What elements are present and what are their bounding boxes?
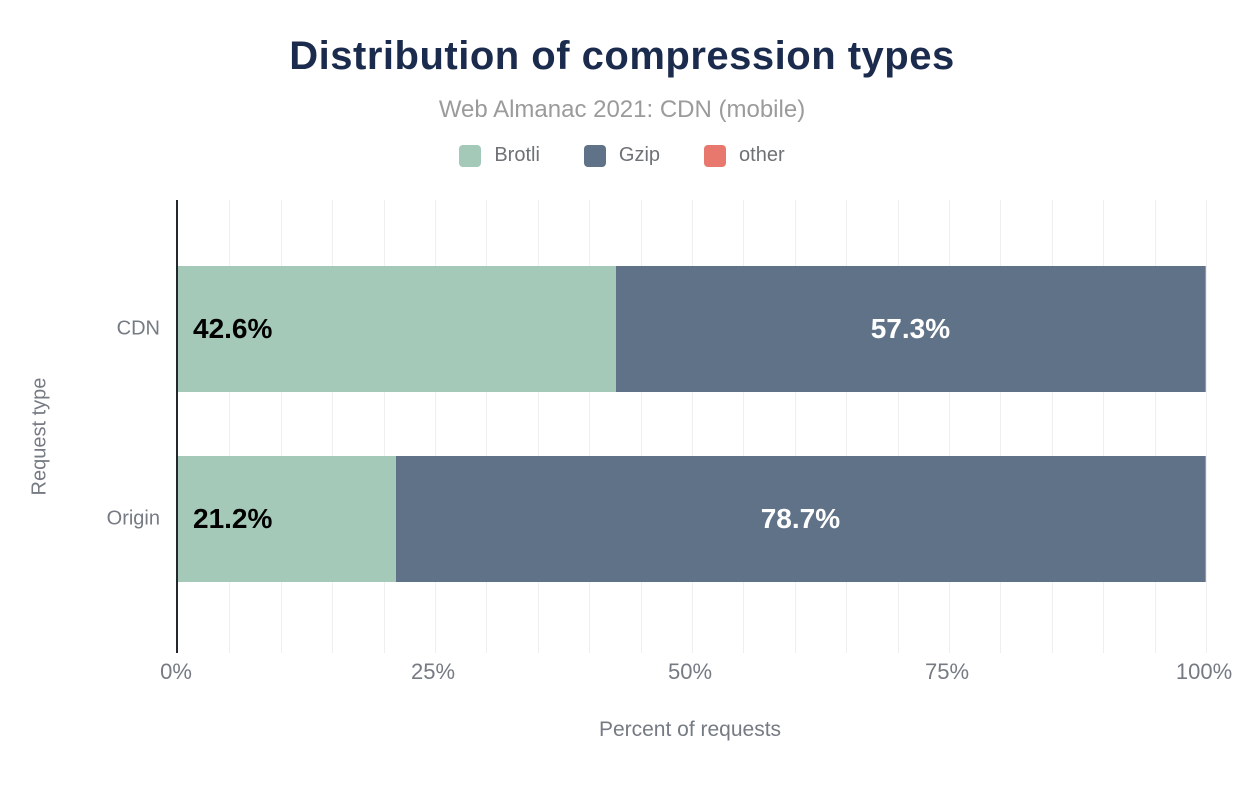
chart-subtitle: Web Almanac 2021: CDN (mobile) xyxy=(438,96,806,123)
gridline xyxy=(1206,200,1207,653)
category-label-origin: Origin xyxy=(106,507,160,530)
bar-value-label: 21.2% xyxy=(193,503,273,534)
legend-label: Gzip xyxy=(618,144,661,166)
legend-swatch xyxy=(459,144,482,167)
gridline xyxy=(1154,200,1156,653)
gridline xyxy=(435,200,436,653)
x-tick-label-0: 0% xyxy=(160,659,192,684)
bar-value-label: 78.7% xyxy=(760,503,841,534)
gridline xyxy=(846,200,848,653)
chart-title: Distribution of compression types xyxy=(289,34,955,78)
legend-label: other xyxy=(739,144,785,166)
bar-segment-origin-brotli[interactable]: 21.2% xyxy=(178,456,411,582)
legend-item-other[interactable]: other xyxy=(704,144,785,167)
gridline xyxy=(743,200,745,653)
gridline xyxy=(537,200,539,653)
bar-segment-cdn-gzip[interactable]: 57.3% xyxy=(615,266,1205,392)
bar-segment-cdn-brotli[interactable]: 42.6% xyxy=(178,266,631,392)
gridline xyxy=(229,200,231,653)
x-tick-label-75: 75% xyxy=(924,659,970,684)
gridline xyxy=(640,200,642,653)
gridline xyxy=(1051,200,1053,653)
bar-value-label: 42.6% xyxy=(193,313,273,344)
bar-segment-origin-gzip[interactable]: 78.7% xyxy=(395,456,1205,582)
gridline xyxy=(332,200,334,653)
legend: Brotli Gzip other xyxy=(0,144,1244,167)
gridline xyxy=(280,200,282,653)
gridline xyxy=(486,200,488,653)
bar-segment-origin-other[interactable] xyxy=(1204,456,1206,582)
legend-swatch xyxy=(704,144,727,167)
gridline xyxy=(794,200,796,653)
gridline xyxy=(589,200,591,653)
gridline xyxy=(383,200,385,653)
x-tick-label-25: 25% xyxy=(410,659,456,684)
bar-value-label: 57.3% xyxy=(870,313,951,344)
gridline xyxy=(1103,200,1105,653)
gridline xyxy=(897,200,899,653)
legend-item-gzip[interactable]: Gzip xyxy=(583,144,661,167)
gridline xyxy=(1000,200,1002,653)
bar-segment-cdn-other[interactable] xyxy=(1204,266,1206,392)
bar-row-cdn: 42.6% 57.3% xyxy=(178,266,1206,392)
gridline xyxy=(949,200,950,653)
gridline xyxy=(692,200,693,653)
bar-row-origin: 21.2% 78.7% xyxy=(178,456,1206,582)
x-tick-label-100: 100% xyxy=(1175,659,1233,684)
x-tick-label-50: 50% xyxy=(667,659,713,684)
legend-item-brotli[interactable]: Brotli xyxy=(459,144,540,167)
legend-swatch xyxy=(583,144,606,167)
plot-area: 42.6% 57.3% 21.2% 78.7% xyxy=(176,200,1207,653)
legend-label: Brotli xyxy=(494,144,540,166)
x-axis-title: Percent of requests xyxy=(598,718,782,741)
category-label-cdn: CDN xyxy=(116,317,160,340)
